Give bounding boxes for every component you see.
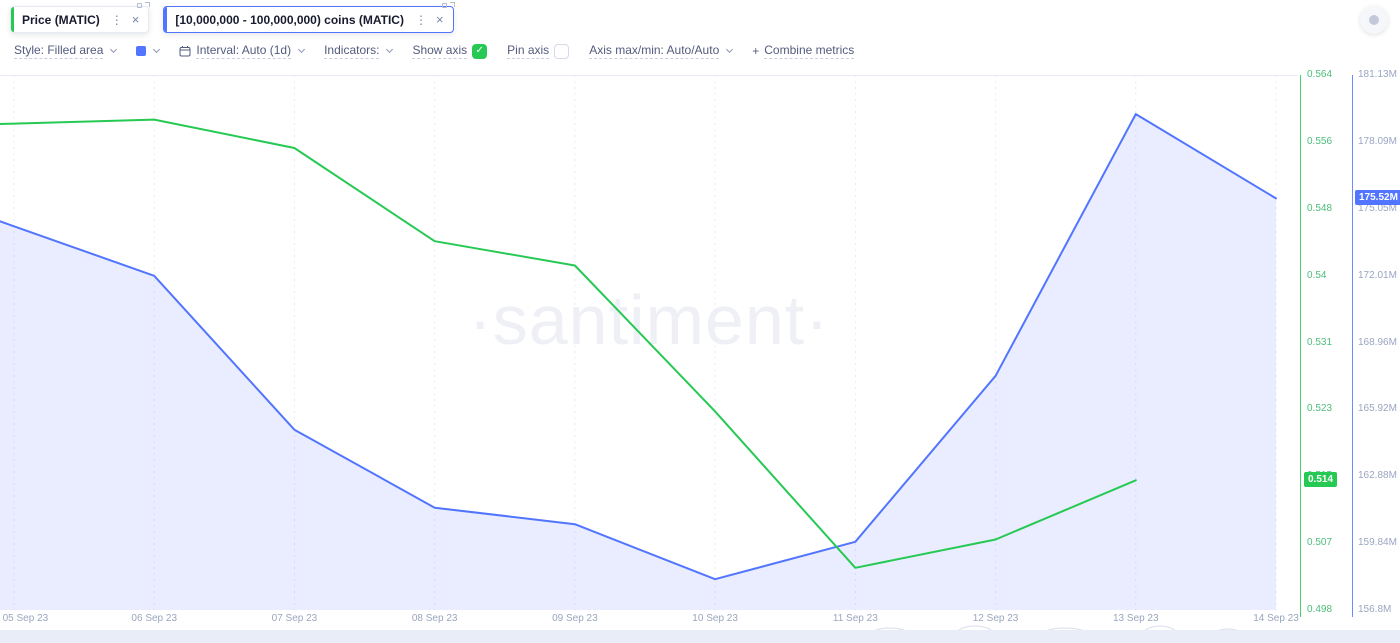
chart-plot[interactable]: ·santiment· <box>0 75 1298 610</box>
chip-menu-icon[interactable]: ⋮ <box>414 12 427 27</box>
series-line[interactable] <box>0 118 1137 569</box>
settings-dot-icon <box>1369 15 1379 25</box>
price-axis-tick: 0.523 <box>1307 403 1333 415</box>
chip-label: [10,000,000 - 100,000,000) coins (MATIC) <box>175 12 404 27</box>
supply-axis-tick: 156.8M <box>1358 604 1392 615</box>
supply-axis-tick: 178.09M <box>1358 135 1397 147</box>
supply-axis-line <box>1352 75 1353 617</box>
style-label: Style: Filled area <box>14 43 104 59</box>
chip-color-bar <box>11 7 14 32</box>
chart-settings-button[interactable] <box>1360 6 1388 34</box>
series-area <box>0 114 1276 610</box>
combine-metrics-button[interactable]: + Combine metrics <box>752 43 855 59</box>
chevron-down-icon <box>726 45 734 54</box>
show-axis-checkbox[interactable]: ✓ <box>472 43 488 59</box>
supply-axis-tick: 165.92M <box>1358 403 1397 415</box>
x-axis-label: 05 Sep 23 <box>2 613 49 624</box>
x-axis-label: 11 Sep 23 <box>832 613 878 624</box>
supply-axis-tick: 159.84M <box>1358 537 1397 549</box>
supply-latest-value-badge: 175.52M <box>1355 190 1400 206</box>
price-axis-tick: 0.54 <box>1307 269 1327 281</box>
axis-maxmin-dropdown[interactable]: Axis max/min: Auto/Auto <box>589 43 734 59</box>
pin-axis-checkbox[interactable] <box>554 43 570 59</box>
chevron-down-icon <box>110 45 118 54</box>
price-axis-line <box>1300 75 1301 617</box>
metric-chip-supply-distribution[interactable]: [10,000,000 - 100,000,000) coins (MATIC)… <box>163 2 455 33</box>
chevron-down-icon <box>386 45 394 54</box>
header-row: Price (MATIC) ⋮ × [10,000,000 - 100,000,… <box>10 2 1388 34</box>
x-axis-label: 06 Sep 23 <box>131 613 178 624</box>
calendar-icon <box>179 45 191 57</box>
chip-close-icon[interactable]: × <box>131 12 140 27</box>
chip-color-bar <box>164 7 168 32</box>
x-axis-label: 08 Sep 23 <box>411 613 458 624</box>
interval-dropdown[interactable]: Interval: Auto (1d) <box>179 43 306 59</box>
supply-axis-tick: 162.88M <box>1358 470 1397 482</box>
metric-chip-price[interactable]: Price (MATIC) ⋮ × <box>10 2 151 33</box>
color-swatch <box>136 46 147 56</box>
plus-icon: + <box>752 44 760 58</box>
chart-svg[interactable] <box>0 75 1298 610</box>
series-line[interactable] <box>0 113 1277 581</box>
x-axis: 05 Sep 23 06 Sep 23 07 Sep 23 08 Sep 23 09 S… <box>0 613 1299 627</box>
price-axis-tick: 0.556 <box>1307 135 1333 147</box>
supply-axis-tick: 181.13M <box>1358 69 1397 80</box>
chip-corner-marks <box>137 2 151 8</box>
x-axis-label: 13 Sep 23 <box>1112 613 1159 624</box>
show-axis-toggle[interactable]: Show axis ✓ <box>412 43 488 59</box>
chip-menu-icon[interactable]: ⋮ <box>110 12 123 27</box>
pin-axis-label: Pin axis <box>507 43 550 59</box>
chevron-down-icon <box>298 45 306 54</box>
indicators-label: Indicators: <box>324 43 380 59</box>
chip-close-icon[interactable]: × <box>435 12 444 27</box>
x-axis-label: 14 Sep 23 <box>1253 613 1299 624</box>
price-axis-tick: 0.498 <box>1307 604 1333 615</box>
interval-label: Interval: Auto (1d) <box>196 43 292 59</box>
show-axis-label: Show axis <box>412 43 468 59</box>
supply-axis-tick: 172.01M <box>1358 269 1397 281</box>
indicators-dropdown[interactable]: Indicators: <box>324 43 394 59</box>
x-axis-label: 07 Sep 23 <box>271 613 318 624</box>
price-axis-tick: 0.564 <box>1307 69 1333 80</box>
price-axis-tick: 0.548 <box>1307 202 1333 214</box>
santiment-watermark: ·santiment· <box>468 281 830 359</box>
metric-chips: Price (MATIC) ⋮ × [10,000,000 - 100,000,… <box>10 2 455 33</box>
bottom-preview-strip[interactable] <box>0 630 1400 643</box>
price-axis-tick: 0.531 <box>1307 336 1333 348</box>
supply-axis-tick: 168.96M <box>1358 336 1397 348</box>
axis-maxmin-label: Axis max/min: Auto/Auto <box>589 43 720 59</box>
x-axis-label: 10 Sep 23 <box>692 613 738 624</box>
pin-axis-toggle[interactable]: Pin axis <box>507 43 570 59</box>
price-latest-value-badge: 0.514 <box>1304 472 1338 488</box>
x-axis-label: 12 Sep 23 <box>972 613 1019 624</box>
combine-metrics-label: Combine metrics <box>764 43 855 59</box>
price-axis-tick: 0.507 <box>1307 537 1333 549</box>
supply-axis-tick: 175.05M <box>1358 202 1397 214</box>
chart-toolbar: Style: Filled area Interval: Auto (1d) I… <box>14 41 1386 61</box>
color-picker[interactable] <box>136 45 161 56</box>
chip-label: Price (MATIC) <box>22 12 100 27</box>
style-dropdown[interactable]: Style: Filled area <box>14 43 118 59</box>
chevron-down-icon <box>153 45 161 54</box>
chip-corner-marks <box>441 2 455 8</box>
x-axis-label: 09 Sep 23 <box>552 613 598 624</box>
